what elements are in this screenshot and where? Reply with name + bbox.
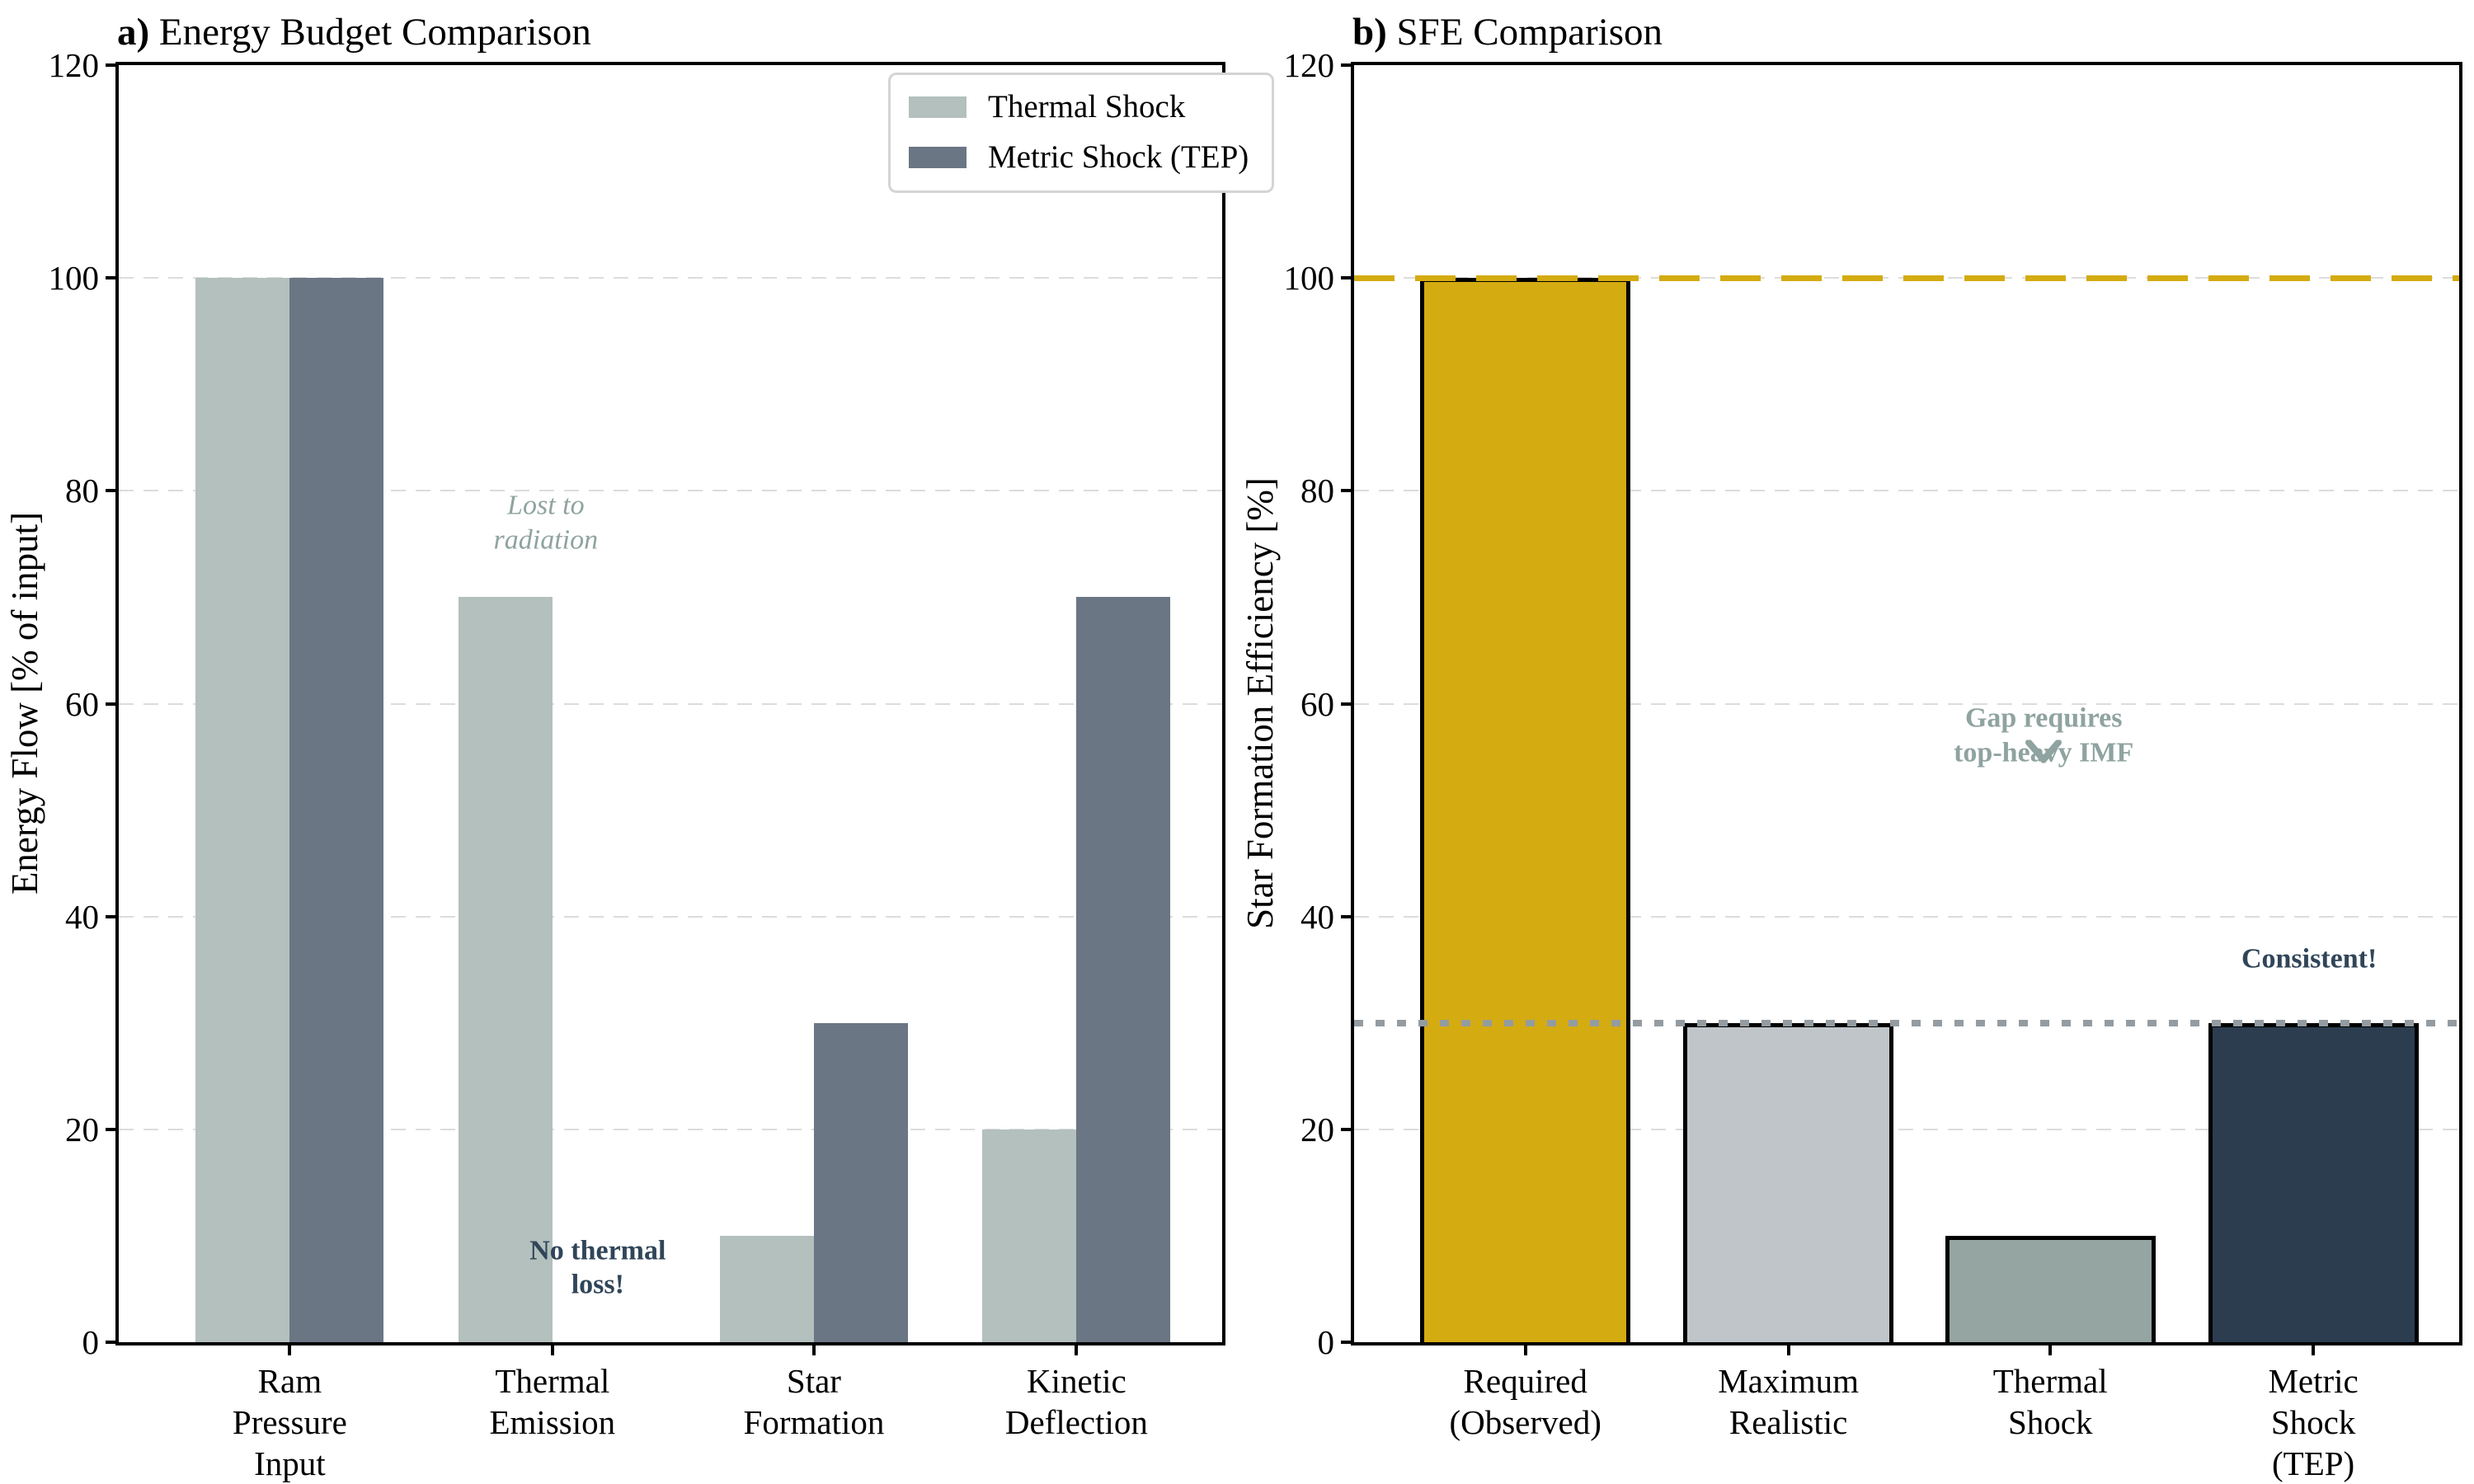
x-tick-required-observed <box>1523 1342 1527 1355</box>
bar-ram-pressure-input-thermal-shock <box>195 278 290 1342</box>
y-tick-label-0: 0 <box>1317 1323 1335 1361</box>
legend-item-metric-shock: Metric Shock (TEP) <box>909 139 1249 176</box>
gridline-100 <box>119 277 1222 279</box>
panel-a-title-prefix: a) <box>117 11 150 54</box>
y-tick-100 <box>106 276 119 280</box>
gridline-60 <box>119 702 1222 705</box>
legend: Thermal Shock Metric Shock (TEP) <box>888 73 1275 193</box>
panel-b-title-text: SFE Comparison <box>1386 11 1663 54</box>
bar-star-formation-thermal-shock <box>719 1235 814 1342</box>
y-tick-60 <box>106 702 119 706</box>
y-tick-label-20: 20 <box>65 1110 99 1148</box>
bar-star-formation-metric-shock-tep <box>813 1022 908 1342</box>
y-tick-20 <box>1341 1127 1354 1131</box>
y-tick-label-40: 40 <box>65 897 99 936</box>
x-tick-label-thermal-emission: Thermal Emission <box>489 1362 616 1441</box>
bar-required-observed <box>1420 278 1631 1342</box>
bar-thermal-emission-thermal-shock <box>458 597 553 1342</box>
gridline-60 <box>1354 702 2459 705</box>
y-tick-0 <box>106 1341 119 1344</box>
gridline-80 <box>1354 490 2459 492</box>
annotation-consistent: Consistent! <box>2241 943 2378 974</box>
x-tick-label-metric-shock-tep: Metric Shock (TEP) <box>2268 1362 2359 1482</box>
panel-a-title: a) Energy Budget Comparison <box>117 10 591 54</box>
y-tick-label-0: 0 <box>82 1323 100 1361</box>
panel-a-plot-area: Lost to radiation No thermal loss! 0 20 40 60… <box>49 46 1225 1482</box>
bar-metric-shock-tep <box>2208 1022 2419 1342</box>
bar-kinetic-deflection-thermal-shock <box>982 1129 1077 1342</box>
y-tick-label-100: 100 <box>48 259 100 298</box>
y-tick-40 <box>1341 914 1354 918</box>
y-tick-label-80: 80 <box>65 472 99 510</box>
legend-label-thermal-shock: Thermal Shock <box>988 89 1186 124</box>
legend-label-metric-shock: Metric Shock (TEP) <box>988 139 1249 175</box>
bar-maximum-realistic <box>1683 1022 1894 1342</box>
panel-b-ylabel: Star Formation Efficiency [%] <box>1239 477 1281 929</box>
panel-b-title-prefix: b) <box>1352 11 1387 54</box>
legend-swatch-thermal-shock <box>909 96 967 118</box>
x-tick-thermal-emission <box>550 1342 554 1355</box>
bar-ram-pressure-input-metric-shock-tep <box>289 278 384 1342</box>
x-tick-star-formation <box>811 1342 816 1355</box>
x-tick-maximum-realistic <box>1786 1342 1790 1355</box>
y-tick-label-80: 80 <box>1300 472 1334 510</box>
reference-line-30 <box>1354 1019 2459 1026</box>
x-tick-ram-pressure-input <box>288 1342 292 1355</box>
annotation-lost-to: Lost to radiation <box>493 490 599 556</box>
gridline-20 <box>119 1128 1222 1130</box>
x-tick-thermal-shock <box>2048 1342 2053 1355</box>
x-tick-label-maximum-realistic: Maximum Realistic <box>1718 1362 1860 1441</box>
bar-kinetic-deflection-metric-shock-tep <box>1076 597 1171 1342</box>
y-tick-120 <box>106 63 119 67</box>
gridline-40 <box>119 915 1222 918</box>
y-tick-label-40: 40 <box>1300 897 1334 936</box>
gridline-40 <box>1354 915 2459 918</box>
panel-a-title-text: Energy Budget Comparison <box>149 11 591 54</box>
y-tick-0 <box>1341 1341 1354 1344</box>
legend-swatch-metric-shock <box>909 146 967 168</box>
y-tick-120 <box>1341 63 1354 67</box>
y-tick-label-60: 60 <box>1300 684 1334 723</box>
x-tick-label-required-observed: Required (Observed) <box>1449 1362 1602 1441</box>
y-tick-20 <box>106 1127 119 1131</box>
panel-b-plot-area: Gap requires top-heavy IMF Consistent! 0 20… <box>1284 46 2462 1482</box>
x-tick-label-ram-pressure-input: Ram Pressure Input <box>232 1362 347 1482</box>
panel-b-title: b) SFE Comparison <box>1352 10 1663 54</box>
y-tick-100 <box>1341 276 1354 280</box>
x-tick-label-star-formation: Star Formation <box>743 1362 885 1441</box>
y-tick-label-20: 20 <box>1300 1110 1334 1148</box>
annotation-no-thermal: No thermal loss! <box>529 1235 666 1300</box>
y-tick-label-100: 100 <box>1283 259 1335 298</box>
y-tick-80 <box>1341 489 1354 493</box>
legend-item-thermal-shock: Thermal Shock <box>909 88 1249 125</box>
y-tick-80 <box>106 489 119 493</box>
gridline-80 <box>119 490 1222 492</box>
x-tick-kinetic-deflection <box>1075 1342 1079 1355</box>
y-tick-60 <box>1341 702 1354 706</box>
x-tick-label-kinetic-deflection: Kinetic Deflection <box>1004 1362 1148 1441</box>
reference-line-100 <box>1354 275 2459 281</box>
annotation-gap-requires: Gap requires top-heavy IMF <box>1954 702 2134 768</box>
gridline-20 <box>1354 1128 2459 1130</box>
annotation-arrow-down-icon <box>2025 739 2062 768</box>
x-tick-label-thermal-shock: Thermal Shock <box>1992 1362 2108 1441</box>
y-tick-label-60: 60 <box>65 684 99 723</box>
y-tick-label-120: 120 <box>1283 46 1335 84</box>
y-tick-label-120: 120 <box>48 46 100 84</box>
y-tick-40 <box>106 914 119 918</box>
bar-thermal-shock <box>1945 1235 2156 1342</box>
x-tick-metric-shock-tep <box>2312 1342 2316 1355</box>
panel-a-ylabel: Energy Flow [% of input] <box>4 511 45 895</box>
